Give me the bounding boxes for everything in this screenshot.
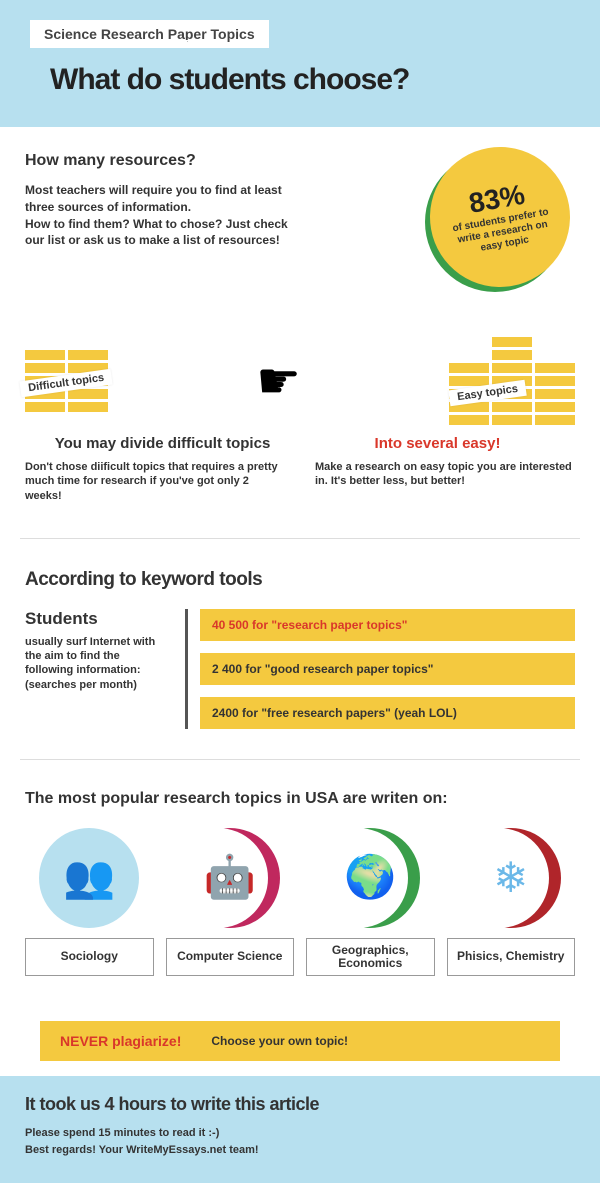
separator — [20, 538, 580, 539]
divide-text-right: Make a research on easy topic you are in… — [315, 460, 575, 503]
kw-bar: 2 400 for "good research paper topics" — [200, 653, 575, 685]
topics-section: The most popular research topics in USA … — [0, 770, 600, 996]
keyword-section: According to keyword tools Students usua… — [0, 549, 600, 749]
topic-label: Phisics, Chemistry — [447, 938, 576, 976]
header-label: Science Research Paper Topics — [30, 20, 269, 48]
topic-geo: 🌍 Geographics, Economics — [306, 828, 435, 976]
pointing-hand-icon: ☛ — [256, 352, 301, 410]
topic-label: Sociology — [25, 938, 154, 976]
topic-cs: 🤖 Computer Science — [166, 828, 295, 976]
resources-text: Most teachers will require you to find a… — [25, 182, 305, 249]
footer-text: Please spend 15 minutes to read it :-) B… — [25, 1125, 575, 1158]
topic-phys: ❄ Phisics, Chemistry — [447, 828, 576, 976]
topic-sociology: 👥 Sociology — [25, 828, 154, 976]
keyword-bars: 40 500 for "research paper topics" 2 400… — [185, 609, 575, 729]
kw-bar: 40 500 for "research paper topics" — [200, 609, 575, 641]
snowflake-icon: ❄ — [461, 828, 561, 928]
warning-bar: NEVER plagiarize! Choose your own topic! — [40, 1021, 560, 1061]
resources-section: How many resources? Most teachers will r… — [0, 127, 600, 327]
separator — [20, 759, 580, 760]
easy-stack: Easy topics — [449, 337, 575, 425]
header: Science Research Paper Topics What do st… — [0, 0, 600, 127]
topic-label: Geographics, Economics — [306, 938, 435, 976]
footer-title: It took us 4 hours to write this article — [25, 1094, 575, 1115]
warning-black: Choose your own topic! — [211, 1034, 348, 1048]
footer: It took us 4 hours to write this article… — [0, 1076, 600, 1183]
divide-title-left: You may divide difficult topics — [25, 435, 300, 452]
warning-red: NEVER plagiarize! — [60, 1033, 181, 1049]
topic-label: Computer Science — [166, 938, 295, 976]
difficult-stack: Difficult topics — [25, 350, 108, 412]
divide-title-right: Into several easy! — [300, 435, 575, 452]
keyword-title: According to keyword tools — [25, 569, 575, 591]
divide-text-left: Don't chose diificult topics that requir… — [25, 460, 285, 503]
students-text: usually surf Internet with the aim to fi… — [25, 635, 170, 692]
people-icon: 👥 — [39, 828, 139, 928]
globe-icon: 🌍 — [320, 828, 420, 928]
divide-section: Difficult topics ☛ Easy topics You may d… — [0, 327, 600, 528]
kw-bar: 2400 for "free research papers" (yeah LO… — [200, 697, 575, 729]
topics-title: The most popular research topics in USA … — [25, 790, 575, 808]
header-title: What do students choose? — [50, 63, 580, 97]
students-title: Students — [25, 609, 170, 629]
robot-icon: 🤖 — [180, 828, 280, 928]
stat-badge: 83% of students prefer to write a resear… — [430, 147, 570, 287]
